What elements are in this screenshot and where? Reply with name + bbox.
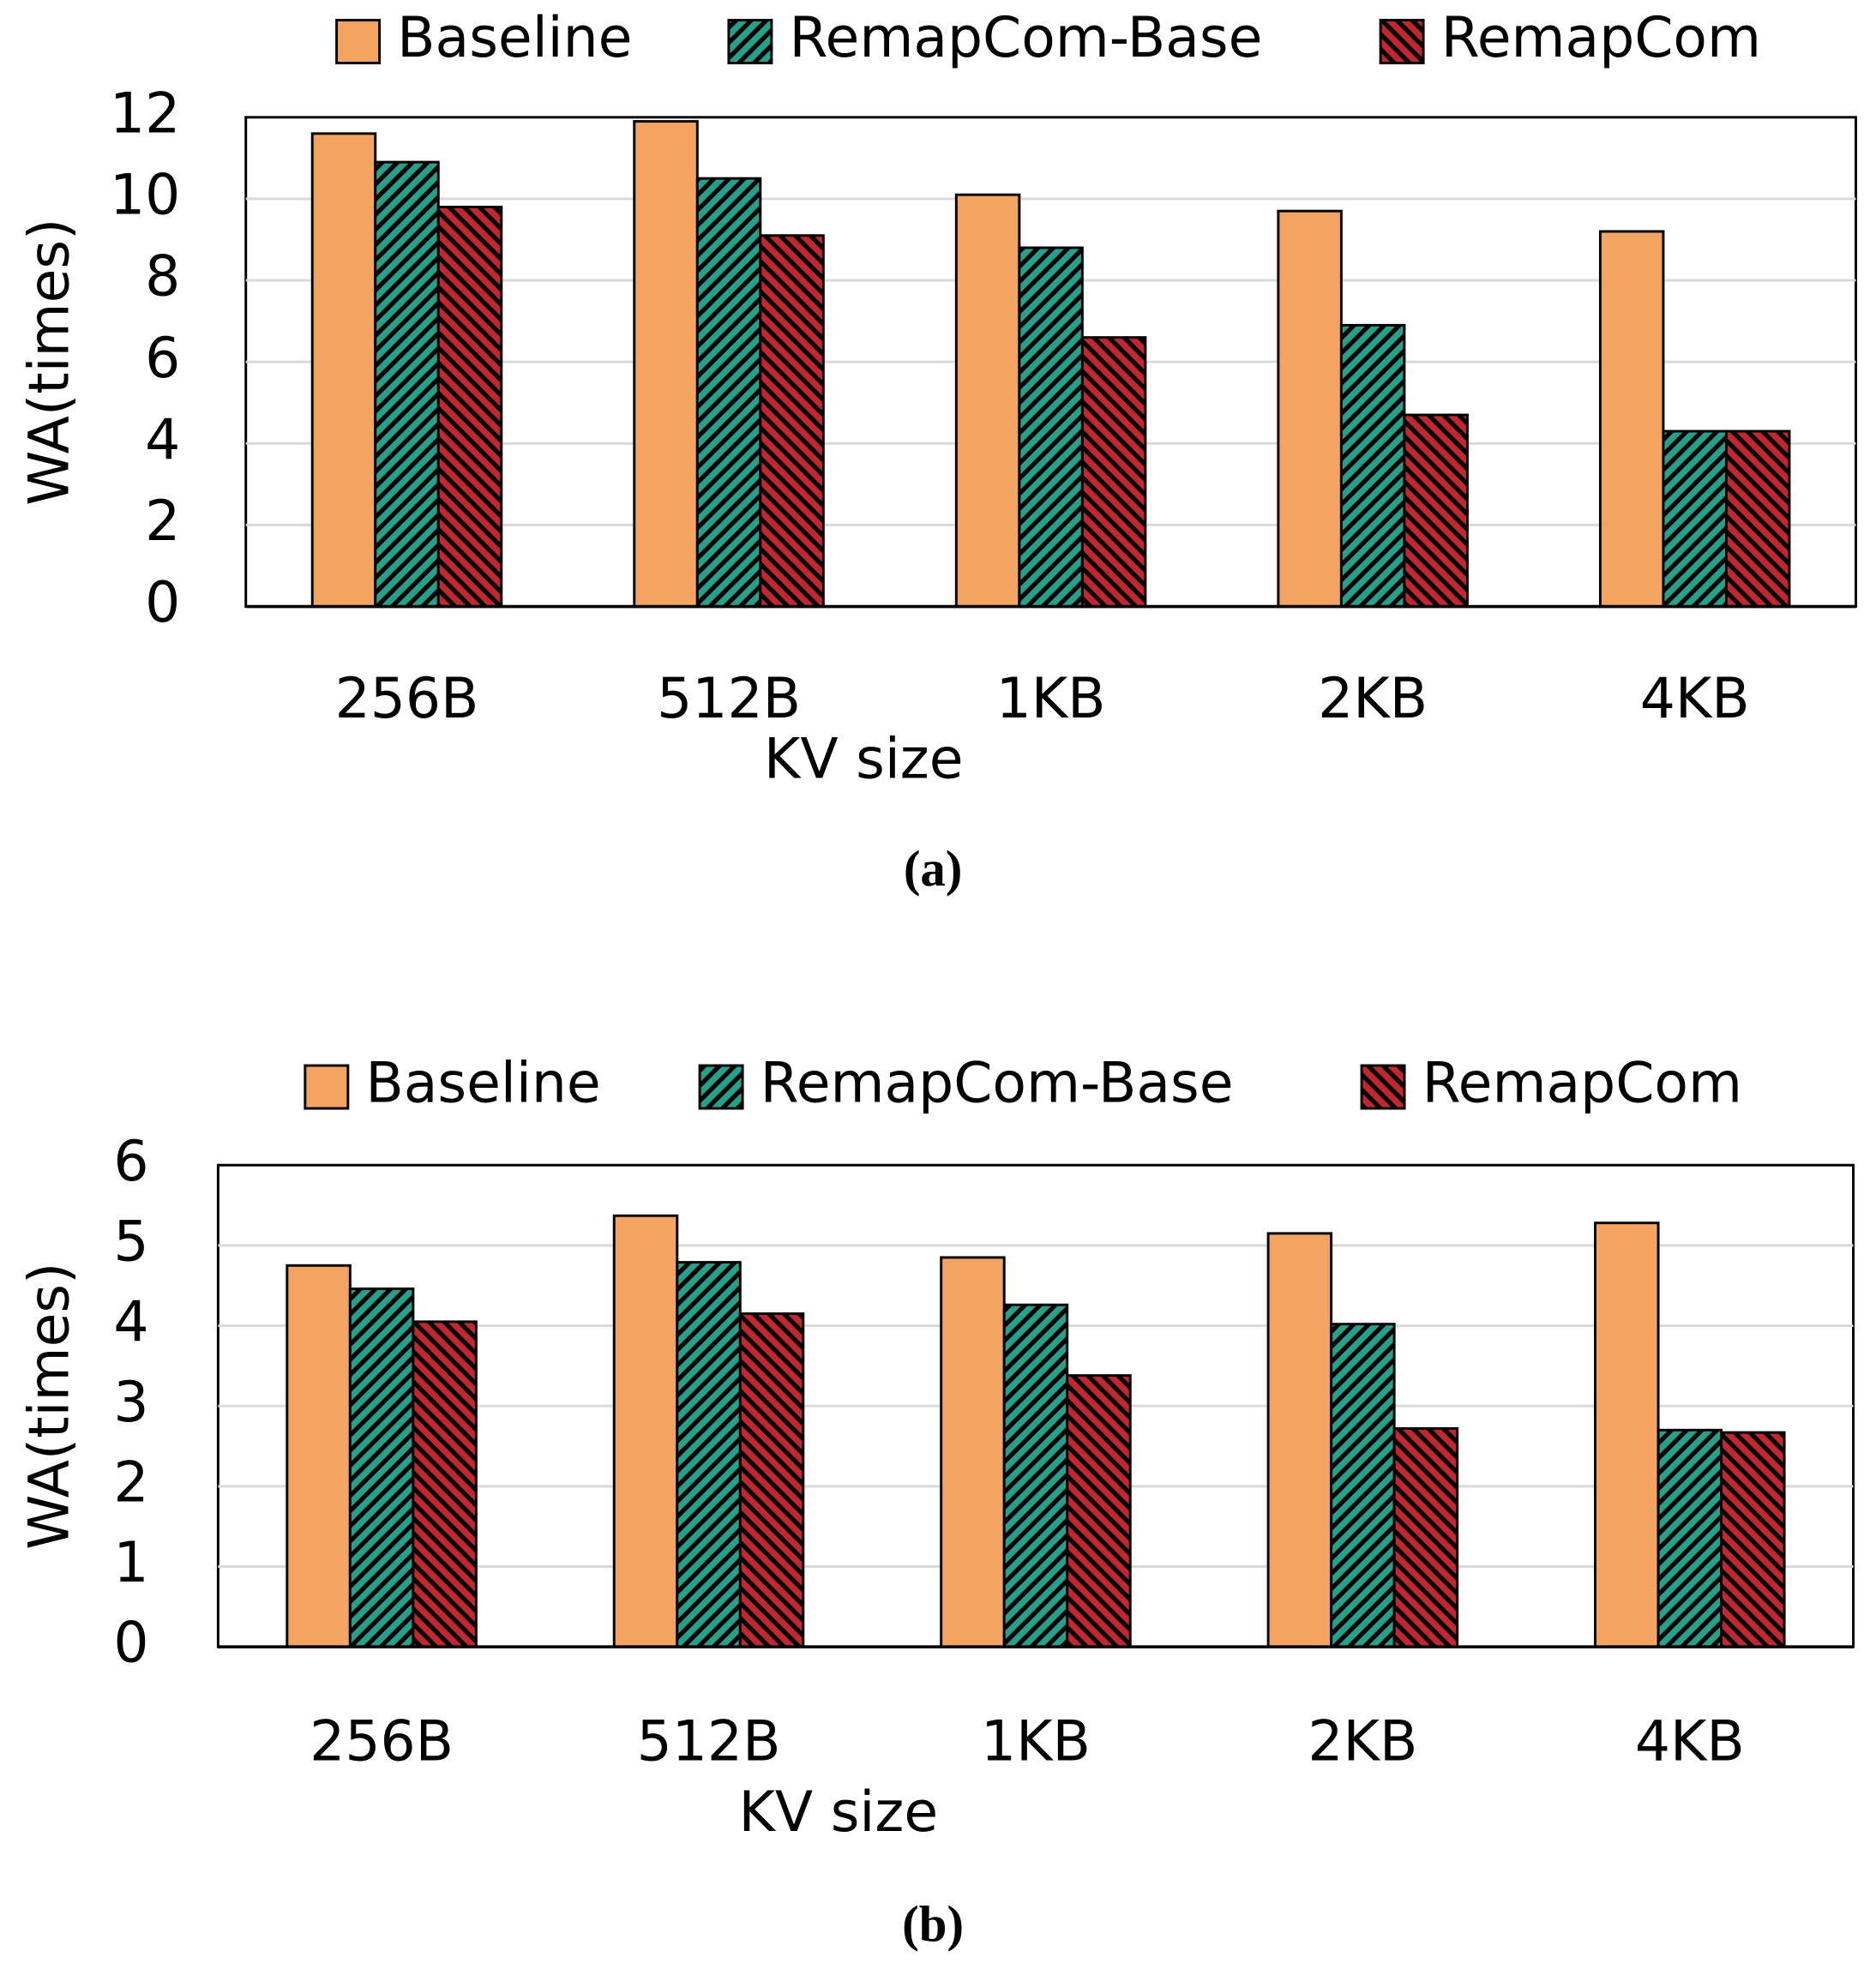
y-tick-label: 3	[113, 1371, 148, 1435]
bar	[1018, 246, 1084, 609]
legend-swatch	[698, 1064, 744, 1110]
x-tick-label: 2KB	[1308, 1709, 1417, 1774]
y-tick-label: 2	[145, 489, 180, 554]
x-tick-label: 256B	[310, 1709, 454, 1774]
y-axis-title: WA(times)	[17, 219, 81, 506]
bar	[374, 160, 440, 609]
bar	[1330, 1323, 1396, 1648]
y-axis-title: WA(times)	[17, 1263, 81, 1550]
bar	[612, 1214, 679, 1648]
y-tick-label: 8	[145, 245, 180, 309]
bar	[695, 177, 762, 609]
x-tick-label: 512B	[657, 667, 801, 731]
x-tick-label: 4KB	[1640, 667, 1750, 731]
bar	[759, 234, 825, 609]
y-tick-label: 0	[113, 1612, 148, 1676]
y-tick-label: 12	[110, 81, 180, 146]
x-tick-label: 1KB	[981, 1709, 1091, 1774]
bar	[1002, 1303, 1069, 1648]
legend-swatch	[1360, 1064, 1406, 1110]
bar	[1720, 1431, 1786, 1648]
bar	[348, 1287, 415, 1648]
legend-swatch	[727, 19, 773, 65]
bar	[1392, 1426, 1459, 1648]
bar	[1594, 1222, 1660, 1648]
bar	[676, 1261, 742, 1648]
legend-swatch	[335, 19, 382, 65]
legend-label: RemapCom-Base	[761, 1052, 1234, 1116]
x-axis-title: KV size	[764, 728, 964, 792]
bar	[1080, 336, 1147, 609]
bar	[940, 1256, 1006, 1648]
x-tick-label: 1KB	[996, 667, 1106, 731]
bar	[1662, 429, 1728, 609]
legend-label: RemapCom-Base	[789, 6, 1262, 70]
bar	[1724, 429, 1791, 609]
y-tick-label: 5	[113, 1210, 148, 1274]
bar	[1339, 323, 1406, 609]
y-tick-label: 4	[145, 408, 180, 472]
y-tick-label: 6	[145, 327, 180, 391]
bar	[1403, 413, 1469, 609]
caption: (b)	[902, 1896, 964, 1952]
x-tick-label: 4KB	[1635, 1709, 1745, 1774]
legend-label: RemapCom	[1441, 6, 1761, 70]
y-tick-label: 1	[113, 1531, 148, 1595]
legend-swatch	[304, 1064, 350, 1110]
bar	[1657, 1428, 1723, 1648]
x-axis-title: KV size	[739, 1780, 939, 1845]
bar	[633, 120, 699, 609]
legend-label: Baseline	[397, 6, 632, 70]
y-tick-label: 2	[113, 1450, 148, 1515]
bar	[738, 1312, 805, 1648]
bar	[412, 1320, 478, 1648]
bar	[954, 193, 1021, 609]
bar	[1598, 230, 1665, 609]
x-tick-label: 256B	[335, 667, 479, 731]
x-tick-label: 512B	[637, 1709, 781, 1774]
caption: (a)	[904, 841, 963, 897]
bar	[1277, 209, 1343, 609]
bar	[436, 205, 503, 609]
y-tick-label: 0	[145, 571, 180, 635]
legend-swatch	[1379, 19, 1425, 65]
bar	[310, 132, 377, 609]
bar	[1266, 1232, 1333, 1648]
legend-label: RemapCom	[1422, 1052, 1742, 1116]
bar	[1066, 1374, 1132, 1648]
y-tick-label: 4	[113, 1290, 148, 1354]
y-tick-label: 10	[110, 164, 180, 228]
x-tick-label: 2KB	[1318, 667, 1428, 731]
bar	[286, 1264, 352, 1648]
y-tick-label: 6	[113, 1130, 148, 1194]
legend-label: Baseline	[365, 1052, 600, 1116]
